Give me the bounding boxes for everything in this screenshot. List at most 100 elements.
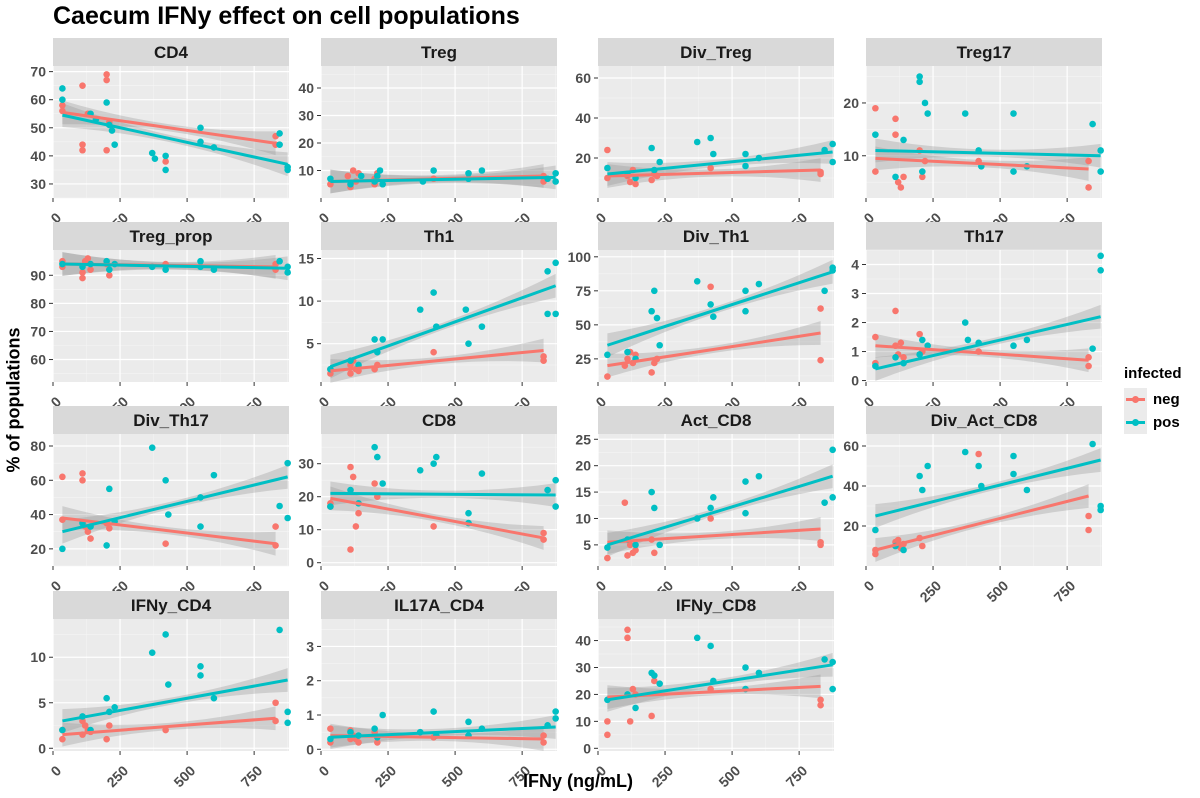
data-point-pos	[284, 166, 291, 174]
data-point-pos	[1010, 452, 1017, 460]
data-point-neg	[106, 722, 113, 729]
y-tick-label: 90	[30, 267, 46, 283]
data-point-neg	[430, 348, 437, 356]
data-point-pos	[919, 486, 926, 494]
fit-line-neg	[607, 331, 821, 368]
data-point-neg	[817, 696, 824, 704]
data-point-neg	[347, 370, 354, 377]
data-point-pos	[111, 141, 118, 148]
fit-line-pos	[62, 113, 288, 166]
data-point-pos	[108, 127, 116, 134]
data-point-pos	[327, 503, 334, 510]
data-point-pos	[710, 494, 717, 501]
data-point-pos	[707, 301, 714, 308]
y-tick-label: 30	[575, 659, 591, 675]
data-point-pos	[162, 631, 169, 638]
y-tick-label: 20	[843, 95, 859, 111]
facet-strip-cd4	[53, 38, 289, 66]
x-tick-label: 750	[783, 762, 811, 790]
data-point-pos	[148, 649, 156, 656]
y-tick-label: 20	[575, 458, 591, 474]
legend-label-pos: pos	[1153, 414, 1180, 431]
data-point-neg	[621, 499, 629, 506]
data-point-pos	[693, 634, 701, 642]
data-point-pos	[651, 287, 658, 295]
x-tick-label: 750	[1051, 577, 1079, 605]
data-point-neg	[624, 634, 631, 642]
fit-line-pos	[62, 678, 288, 723]
legend-key-pos	[1124, 411, 1147, 434]
y-tick-label: 70	[30, 323, 46, 339]
data-point-pos	[276, 257, 283, 265]
data-point-pos	[916, 78, 923, 86]
legend-dot-neg	[1132, 396, 1139, 403]
data-point-pos	[604, 351, 611, 359]
data-point-neg	[84, 528, 92, 536]
y-tick-label: 0	[306, 741, 314, 757]
fit-line-pos	[62, 475, 289, 534]
data-point-pos	[742, 509, 749, 517]
data-point-pos	[1023, 336, 1031, 344]
data-point-pos	[821, 656, 828, 663]
facet-title-cd8: CD8	[422, 411, 456, 430]
y-tick-label: 5	[583, 537, 591, 553]
x-tick-label: 500	[438, 762, 466, 790]
y-tick-label: 50	[30, 120, 46, 136]
data-point-neg	[355, 509, 362, 517]
data-point-pos	[544, 486, 551, 494]
data-point-pos	[651, 504, 658, 512]
data-point-pos	[624, 348, 631, 356]
data-point-pos	[1097, 252, 1104, 260]
y-tick-label: 60	[843, 438, 859, 454]
data-point-neg	[1085, 184, 1092, 191]
facet-strip-ifny-cd8	[598, 591, 834, 619]
data-point-pos	[197, 672, 204, 679]
facet-title-act-cd8: Act_CD8	[681, 411, 752, 430]
data-point-pos	[276, 130, 283, 137]
data-point-pos	[210, 471, 218, 479]
x-tick-label: 500	[170, 762, 198, 790]
data-point-pos	[465, 169, 472, 177]
data-point-pos	[1097, 168, 1104, 175]
data-point-neg	[162, 158, 169, 165]
data-point-neg	[1085, 157, 1092, 165]
data-point-pos	[357, 172, 365, 180]
y-tick-label: 30	[298, 456, 314, 472]
data-point-pos	[544, 267, 551, 275]
data-point-pos	[656, 158, 663, 166]
data-point-neg	[430, 523, 437, 530]
data-point-neg	[103, 76, 110, 84]
data-point-neg	[604, 373, 611, 380]
data-point-pos	[707, 504, 714, 512]
data-point-pos	[829, 158, 836, 166]
data-point-pos	[210, 694, 218, 702]
data-point-pos	[197, 663, 204, 670]
data-point-neg	[87, 266, 94, 273]
data-point-pos	[924, 110, 931, 117]
data-point-pos	[165, 681, 172, 688]
data-point-neg	[648, 176, 655, 184]
y-tick-label: 30	[298, 108, 314, 124]
data-point-neg	[626, 541, 634, 549]
data-point-pos	[924, 462, 931, 470]
facet-strip-il17a-cd4	[321, 591, 557, 619]
y-tick-label: 0	[38, 740, 46, 756]
y-tick-label: 70	[30, 64, 46, 80]
facet-title-div-treg: Div_Treg	[680, 43, 752, 62]
data-point-pos	[197, 523, 204, 530]
data-point-pos	[742, 307, 749, 315]
data-point-neg	[352, 523, 360, 530]
x-tick-label: 250	[103, 762, 131, 790]
data-point-pos	[433, 453, 440, 461]
y-tick-label: 10	[30, 649, 46, 665]
data-point-pos	[103, 99, 110, 106]
data-point-neg	[1085, 526, 1092, 534]
data-point-neg	[626, 178, 634, 186]
y-tick-label: 40	[575, 110, 591, 126]
fit-line-neg	[607, 168, 821, 178]
data-point-neg	[87, 535, 94, 542]
data-point-pos	[656, 541, 663, 549]
legend: infected neg pos	[1124, 365, 1182, 434]
data-point-neg	[817, 170, 824, 178]
facet-strip-th17	[866, 222, 1102, 250]
